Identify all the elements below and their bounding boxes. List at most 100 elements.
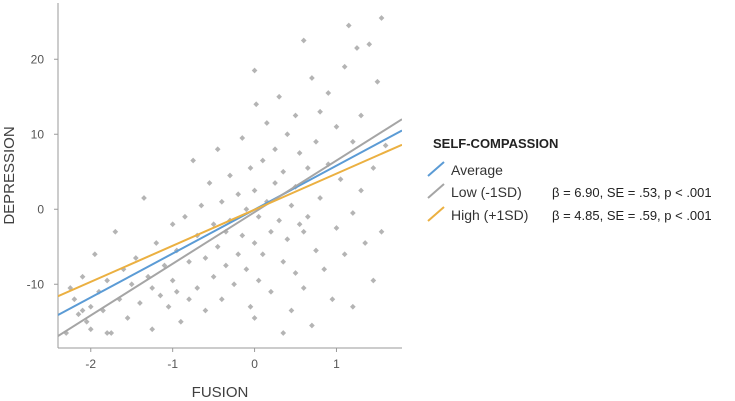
scatter-point [169,221,176,228]
scatter-point [370,277,377,284]
scatter-point [341,251,348,258]
scatter-point [268,288,274,295]
scatter-point [321,266,328,273]
x-axis-title: FUSION [192,384,249,401]
scatter-point [264,120,270,126]
scatter-point [247,165,254,171]
y-tick-label: -10 [27,277,45,291]
scatter-point [251,187,258,194]
scatter-point [251,315,258,321]
scatter-point [276,217,282,224]
scatter-points [63,15,389,336]
scatter-point [329,296,336,303]
scatter-point [149,285,156,291]
scatter-point [288,202,295,209]
scatter-point [255,213,262,220]
scatter-point [354,45,360,51]
scatter-point [300,228,307,235]
scatter-point [304,213,311,220]
scatter-point [378,15,385,21]
y-axis-title: DEPRESSION [1,126,18,224]
scatter-point [288,307,295,314]
scatter-point [83,318,90,325]
scatter-point [333,123,340,130]
scatter-point [259,251,266,258]
scatter-point [223,262,229,269]
x-tick-label: 0 [251,357,258,371]
scatter-point [178,318,184,325]
scatter-point [243,266,250,273]
scatter-point [341,63,348,70]
scatter-point [153,240,160,246]
scatter-point [313,138,319,145]
scatter-point [296,150,303,156]
scatter-point [112,228,119,235]
scatter-point [350,138,356,145]
scatter-point [280,330,287,336]
scatter-point [124,315,131,321]
x-tick-label: -1 [167,357,178,371]
scatter-point [186,296,192,303]
regression-line-2 [58,143,402,298]
regression-lines [58,118,402,337]
scatter-point [292,270,299,276]
x-tick-label: -2 [85,357,96,371]
legend-swatch-2 [427,206,445,222]
scatter-point [304,165,311,171]
legend-swatch-1 [427,183,445,199]
scatter-point [333,225,340,231]
scatter-point [104,330,110,336]
scatter-point [182,213,188,220]
y-tick-label: 10 [31,127,45,141]
scatter-point [194,285,201,291]
scatter-point [243,206,250,213]
scatter-point [247,303,254,310]
y-tick-label: 20 [31,52,45,66]
scatter-point [71,296,78,303]
scatter-point [292,112,299,119]
scatter-point [218,198,225,205]
scatter-point [214,146,221,153]
scatter-point [317,108,323,115]
scatter-point [313,247,319,254]
legend-label-2: High (+1SD) [451,207,528,223]
legend-swatch-0 [427,161,445,177]
scatter-point [92,251,98,258]
scatter-point [350,210,356,216]
scatter-point [276,93,282,100]
legend-title: SELF-COMPASSION [433,136,558,151]
scatter-point [300,37,307,44]
scatter-point [300,285,307,291]
scatter-point [280,258,287,265]
scatter-point [132,255,139,261]
scatter-point [362,240,368,246]
stat-annotation-2: β = 4.85, SE = .59, p < .001 [552,208,712,223]
scatter-point [169,277,176,284]
legend-label-0: Average [451,162,503,178]
scatter-point [272,180,278,186]
scatter-point [190,157,196,164]
scatter-point [75,311,82,318]
scatter-point [128,281,135,288]
scatter-point [202,307,209,314]
scatter-point [186,258,192,265]
scatter-point [210,273,217,280]
legend-label-1: Low (-1SD) [451,184,522,200]
scatter-point [382,142,389,149]
scatter-point [309,322,315,329]
scatter-point [284,131,291,138]
scatter-point [358,112,364,119]
y-tick-label: 0 [37,202,44,216]
scatter-point [280,168,287,175]
scatter-point [173,288,180,295]
scatter-point [227,172,233,179]
scatter-point [317,195,323,201]
scatter-point [87,326,94,333]
scatter-point [358,187,364,194]
scatter-point [251,240,258,246]
scatter-point [235,191,242,198]
stat-annotation-1: β = 6.90, SE = .53, p < .001 [552,185,712,200]
scatter-point [309,75,315,81]
scatter-point [206,180,213,186]
